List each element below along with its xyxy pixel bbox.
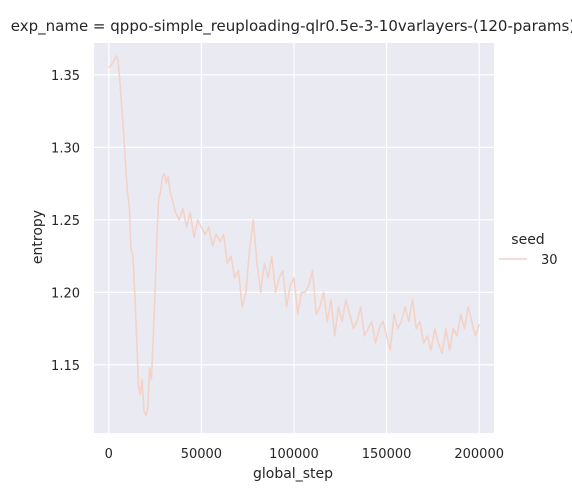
series-line-30 [108,55,480,417]
chart-title: exp_name = qppo-simple_reuploading-qlr0.… [11,17,572,36]
y-tick-label: 1.15 [51,359,80,374]
x-tick-label: 0 [105,447,113,462]
x-axis-label: global_step [253,466,333,482]
grid [94,43,494,433]
legend-label-30: 30 [541,253,558,268]
y-tick-label: 1.30 [51,141,80,156]
x-tick-label: 200000 [454,447,504,462]
legend-title: seed [511,232,544,248]
y-tick-label: 1.20 [51,286,80,301]
x-tick-label: 100000 [269,447,319,462]
axis-ticks: 0 50000 100000 150000 200000 1.15 1.20 1.25 1.30… [51,69,504,462]
y-axis-label: entropy [30,210,46,264]
x-tick-label: 150000 [362,447,412,462]
y-tick-label: 1.35 [51,69,80,84]
y-tick-label: 1.25 [51,214,80,229]
x-tick-label: 50000 [181,447,222,462]
legend: seed 30 [499,232,558,268]
